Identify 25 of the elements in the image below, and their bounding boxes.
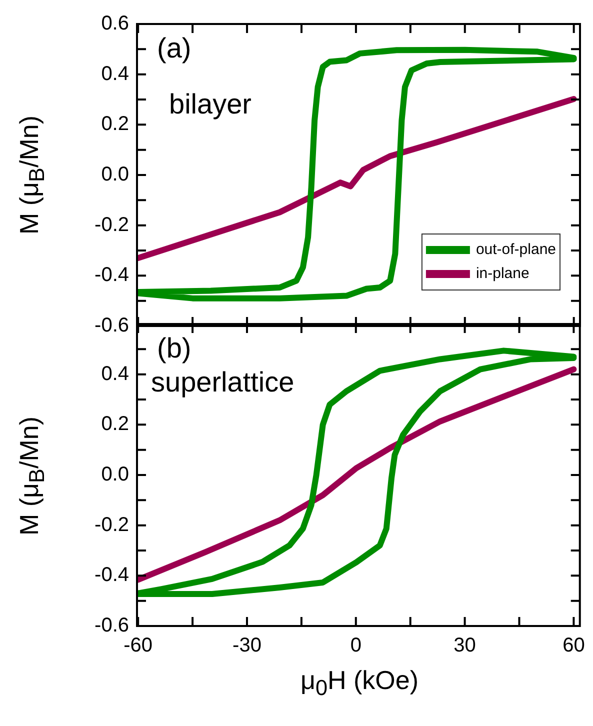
y-tick-label: -0.2 [94, 514, 129, 536]
annotation: (b) [157, 332, 192, 364]
y-tick-label: 0.4 [101, 362, 129, 385]
y-tick-label: -0.6 [94, 614, 129, 637]
legend-label: out-of-plane [476, 241, 556, 258]
y-tick-label: -0.4 [94, 564, 129, 586]
legend-label: in-plane [476, 265, 530, 282]
y-tick-label: 0.2 [101, 413, 129, 436]
y-tick-label: -0.4 [94, 264, 129, 286]
y-tick-label: 0.4 [101, 62, 129, 85]
x-tick-label: 30 [454, 634, 476, 657]
x-tick-label: -30 [232, 634, 262, 657]
x-axis-title: μ$_{0}$H (kOe) [300, 665, 419, 702]
y-tick-label: -0.2 [94, 214, 129, 236]
y-tick-label: -0.6 [94, 314, 129, 337]
annotation: superlattice [151, 366, 294, 398]
y-tick-label: 0.0 [101, 464, 129, 486]
annotation: bilayer [169, 88, 252, 120]
y-tick-label: 0.6 [101, 12, 129, 35]
x-tick-label: -60 [124, 634, 153, 657]
x-tick-label: 60 [562, 634, 585, 657]
annotation: (a) [157, 32, 192, 64]
y-tick-label: 0.2 [101, 113, 129, 136]
x-tick-label: 0 [350, 634, 362, 657]
y-tick-label: 0.0 [101, 164, 129, 186]
